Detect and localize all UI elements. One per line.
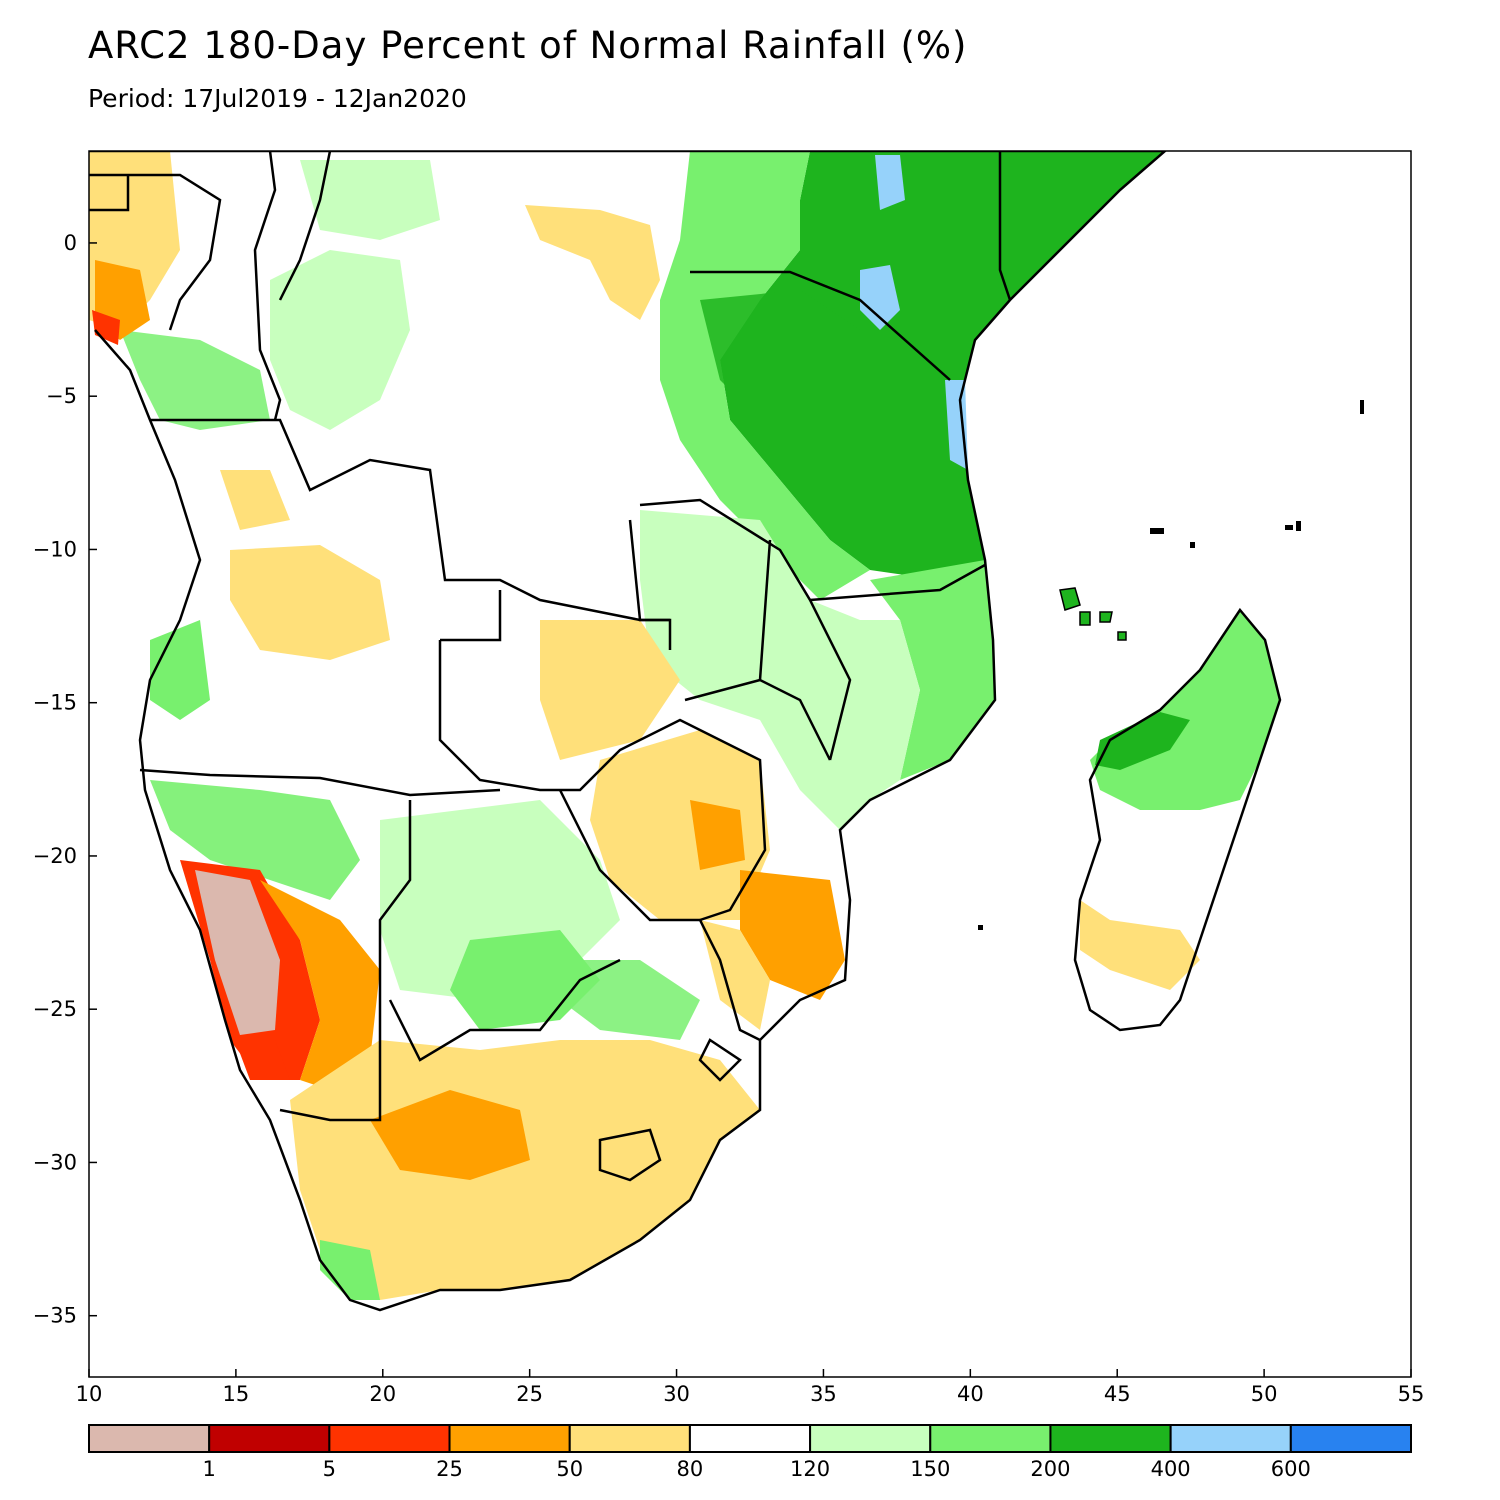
region-moz-south-yellow xyxy=(700,920,770,1030)
region-zambia-yellow xyxy=(540,620,680,760)
legend-colorbar: 1 5 25 50 80 120 150 200 400 600 xyxy=(88,1424,1413,1481)
x-tick-label: 40 xyxy=(957,1382,984,1406)
legend-label: 600 xyxy=(1271,1457,1311,1481)
seychelles-islands xyxy=(978,400,1364,930)
region-sa-yellow xyxy=(290,1040,760,1300)
legend-label: 50 xyxy=(556,1457,583,1481)
region-malawi-lightgreen xyxy=(640,510,920,830)
legend-label: 400 xyxy=(1151,1457,1191,1481)
x-tick-label: 20 xyxy=(369,1382,396,1406)
x-axis: 10 15 20 25 30 35 40 45 50 55 xyxy=(76,1369,1425,1406)
x-tick-label: 15 xyxy=(223,1382,250,1406)
region-angola-yellow xyxy=(230,545,390,660)
region-sa-green-east xyxy=(560,960,700,1040)
region-namibia-red-south xyxy=(235,1040,290,1080)
y-tick-label: −30 xyxy=(33,1150,77,1174)
legend-label: 150 xyxy=(910,1457,950,1481)
x-tick-label: 45 xyxy=(1104,1382,1131,1406)
region-congo-lightgreen xyxy=(270,250,410,430)
region-mozambique-green xyxy=(870,560,995,780)
y-tick-label: −35 xyxy=(33,1304,77,1328)
legend-swatch xyxy=(1289,1424,1413,1453)
region-gabon-green xyxy=(120,330,270,430)
legend-label: 200 xyxy=(1030,1457,1070,1481)
region-north-lightgreen xyxy=(300,160,440,240)
x-tick-label: 35 xyxy=(810,1382,837,1406)
y-tick-label: −10 xyxy=(33,537,77,561)
region-namib-desert xyxy=(195,870,280,1035)
region-namibia-orange xyxy=(260,880,380,1090)
map-title: ARC2 180-Day Percent of Normal Rainfall … xyxy=(88,24,968,67)
y-axis: 0 −5 −10 −15 −20 −25 −30 −35 xyxy=(33,231,97,1328)
legend-swatch xyxy=(1049,1424,1172,1453)
madagascar-yellow xyxy=(1080,900,1200,990)
region-zimbabwe-orange xyxy=(690,800,745,870)
map-layer xyxy=(89,151,1364,1312)
country-borders xyxy=(89,151,1282,1312)
legend-swatch xyxy=(929,1424,1052,1453)
legend-swatch xyxy=(809,1424,932,1453)
region-sa-orange xyxy=(370,1090,530,1180)
x-tick-label: 25 xyxy=(516,1382,543,1406)
madagascar-darkgreen xyxy=(1095,712,1190,770)
map-subtitle: Period: 17Jul2019 - 12Jan2020 xyxy=(88,84,467,113)
legend-swatch xyxy=(688,1424,812,1453)
region-east-africa-darkgreen xyxy=(720,151,1165,580)
legend-label: 120 xyxy=(790,1457,830,1481)
legend-swatch xyxy=(208,1424,331,1453)
legend-swatch xyxy=(448,1424,571,1453)
plot-frame xyxy=(88,150,1412,1378)
region-angola-coast-green xyxy=(150,620,210,720)
region-moz-south-orange xyxy=(740,870,845,1000)
legend-label: 1 xyxy=(202,1457,215,1481)
region-coast-lightblue xyxy=(945,380,968,470)
x-tick-label: 55 xyxy=(1398,1382,1425,1406)
region-zimbabwe-yellow xyxy=(590,730,770,920)
y-tick-label: 0 xyxy=(64,231,77,255)
x-tick-label: 10 xyxy=(76,1382,103,1406)
y-tick-label: −5 xyxy=(46,384,77,408)
region-tanzania-darkgreen-core xyxy=(700,290,880,440)
region-namibia-green xyxy=(150,780,360,900)
region-angola-yellow-2 xyxy=(220,470,290,530)
legend-swatch xyxy=(328,1424,451,1453)
x-tick-label: 50 xyxy=(1251,1382,1278,1406)
region-tanzania-green xyxy=(660,151,870,600)
comoros-islands xyxy=(1059,587,1127,641)
legend-label: 5 xyxy=(323,1457,336,1481)
legend-label: 80 xyxy=(677,1457,704,1481)
legend-swatch xyxy=(88,1424,211,1453)
region-kenya-lightblue xyxy=(860,265,900,330)
legend-swatch xyxy=(568,1424,691,1453)
region-drc-yellow xyxy=(525,205,660,320)
y-tick-label: −20 xyxy=(33,844,77,868)
region-sa-cape-green xyxy=(320,1240,380,1300)
x-tick-label: 30 xyxy=(663,1382,690,1406)
legend-swatch xyxy=(1169,1424,1292,1453)
region-kenya-lightblue-2 xyxy=(875,155,905,210)
legend-label: 25 xyxy=(436,1457,463,1481)
y-tick-label: −25 xyxy=(33,997,77,1021)
y-tick-label: −15 xyxy=(33,691,77,715)
region-botswana-green xyxy=(450,930,600,1030)
